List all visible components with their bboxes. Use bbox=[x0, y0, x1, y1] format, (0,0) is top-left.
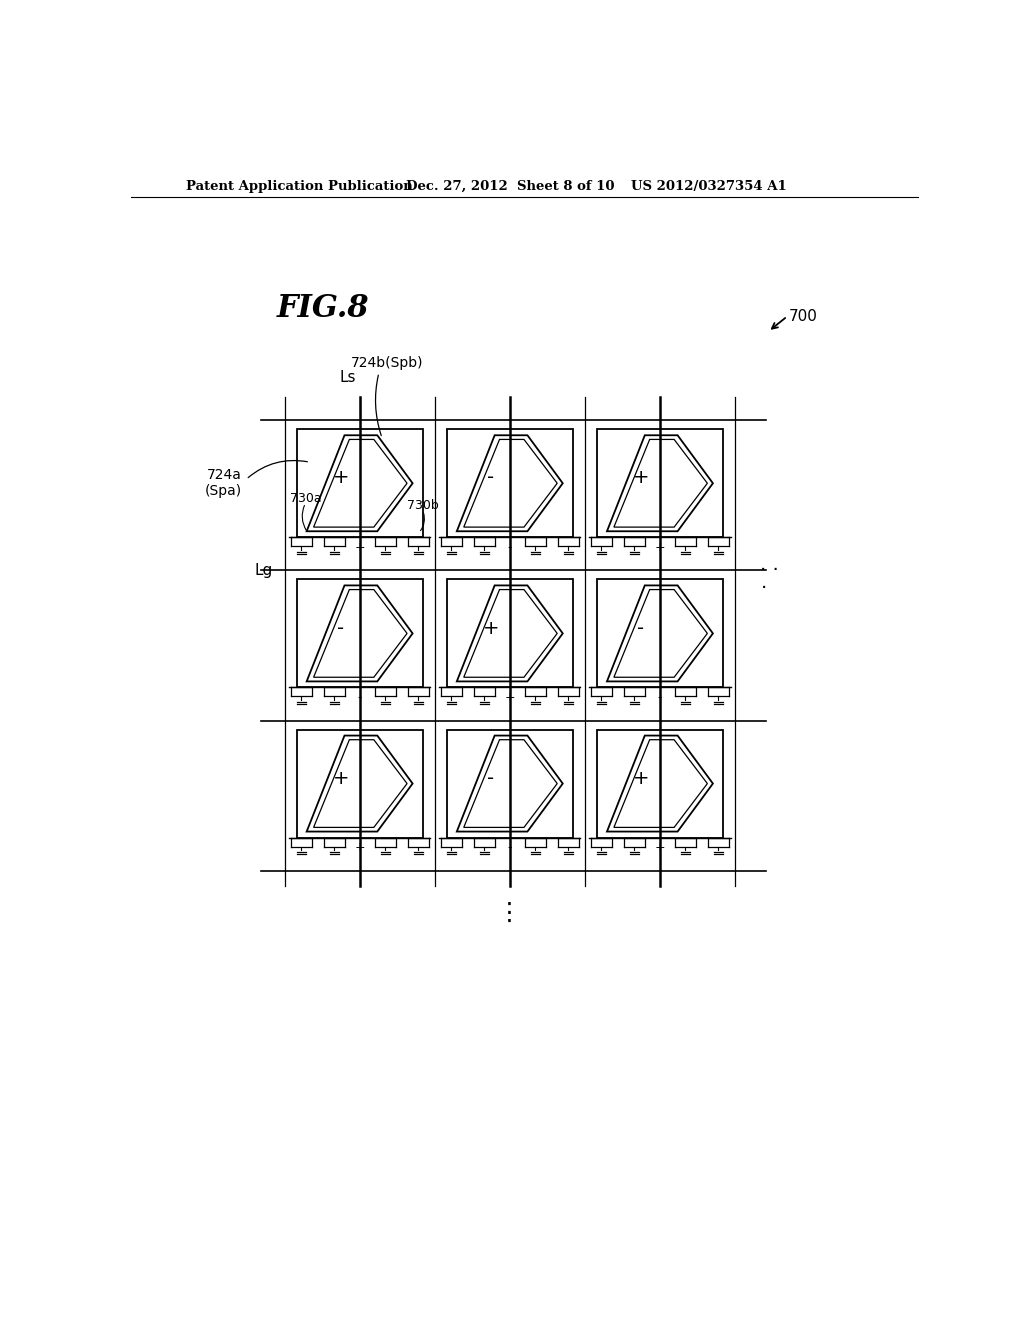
Text: · ·: · · bbox=[761, 561, 779, 579]
Text: +: + bbox=[354, 841, 365, 854]
Text: Dec. 27, 2012  Sheet 8 of 10: Dec. 27, 2012 Sheet 8 of 10 bbox=[407, 180, 614, 193]
Text: ·: · bbox=[761, 579, 767, 598]
Text: +: + bbox=[654, 841, 666, 854]
Text: +: + bbox=[333, 469, 349, 487]
Text: -: - bbox=[487, 469, 495, 487]
Text: 724a
(Spa): 724a (Spa) bbox=[205, 469, 243, 499]
Text: +: + bbox=[654, 541, 666, 553]
Text: +: + bbox=[333, 768, 349, 788]
Text: +: + bbox=[354, 541, 365, 553]
Text: -: - bbox=[657, 690, 663, 704]
Text: -: - bbox=[638, 619, 644, 638]
Text: FIG.8: FIG.8 bbox=[276, 293, 370, 325]
Text: +: + bbox=[633, 469, 649, 487]
Text: -: - bbox=[487, 768, 495, 788]
Text: -: - bbox=[357, 690, 361, 704]
Text: 724b(Spb): 724b(Spb) bbox=[350, 356, 423, 370]
Text: ⋮: ⋮ bbox=[498, 902, 522, 925]
Text: 730a: 730a bbox=[290, 492, 322, 504]
Text: +: + bbox=[505, 690, 515, 704]
Text: Ls: Ls bbox=[339, 371, 355, 385]
Text: Patent Application Publication: Patent Application Publication bbox=[186, 180, 413, 193]
Text: +: + bbox=[482, 619, 499, 638]
Text: +: + bbox=[633, 768, 649, 788]
Text: Lg: Lg bbox=[255, 562, 273, 578]
Text: -: - bbox=[508, 841, 512, 854]
Text: 730b: 730b bbox=[407, 499, 438, 512]
Text: US 2012/0327354 A1: US 2012/0327354 A1 bbox=[631, 180, 786, 193]
Text: -: - bbox=[337, 619, 344, 638]
Text: 700: 700 bbox=[788, 309, 818, 323]
Text: -: - bbox=[508, 541, 512, 553]
